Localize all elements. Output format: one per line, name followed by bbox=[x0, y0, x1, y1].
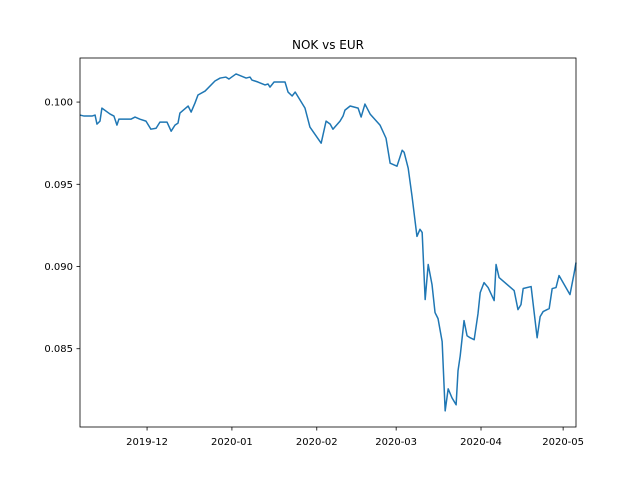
y-tick-label: 0.095 bbox=[44, 180, 73, 191]
x-tick-label: 2020-02 bbox=[296, 437, 338, 448]
x-tick-label: 2020-01 bbox=[211, 437, 253, 448]
x-tick-label: 2020-03 bbox=[375, 437, 417, 448]
x-tick-label: 2020-05 bbox=[542, 437, 584, 448]
y-tick-label: 0.090 bbox=[44, 262, 73, 273]
x-tick-label: 2019-12 bbox=[126, 437, 168, 448]
x-tick-label: 2020-04 bbox=[460, 437, 502, 448]
y-tick-label: 0.100 bbox=[44, 98, 73, 109]
y-tick-label: 0.085 bbox=[44, 344, 73, 355]
chart-title: NOK vs EUR bbox=[292, 38, 364, 52]
data-line bbox=[79, 73, 577, 412]
plot-frame bbox=[79, 57, 577, 428]
